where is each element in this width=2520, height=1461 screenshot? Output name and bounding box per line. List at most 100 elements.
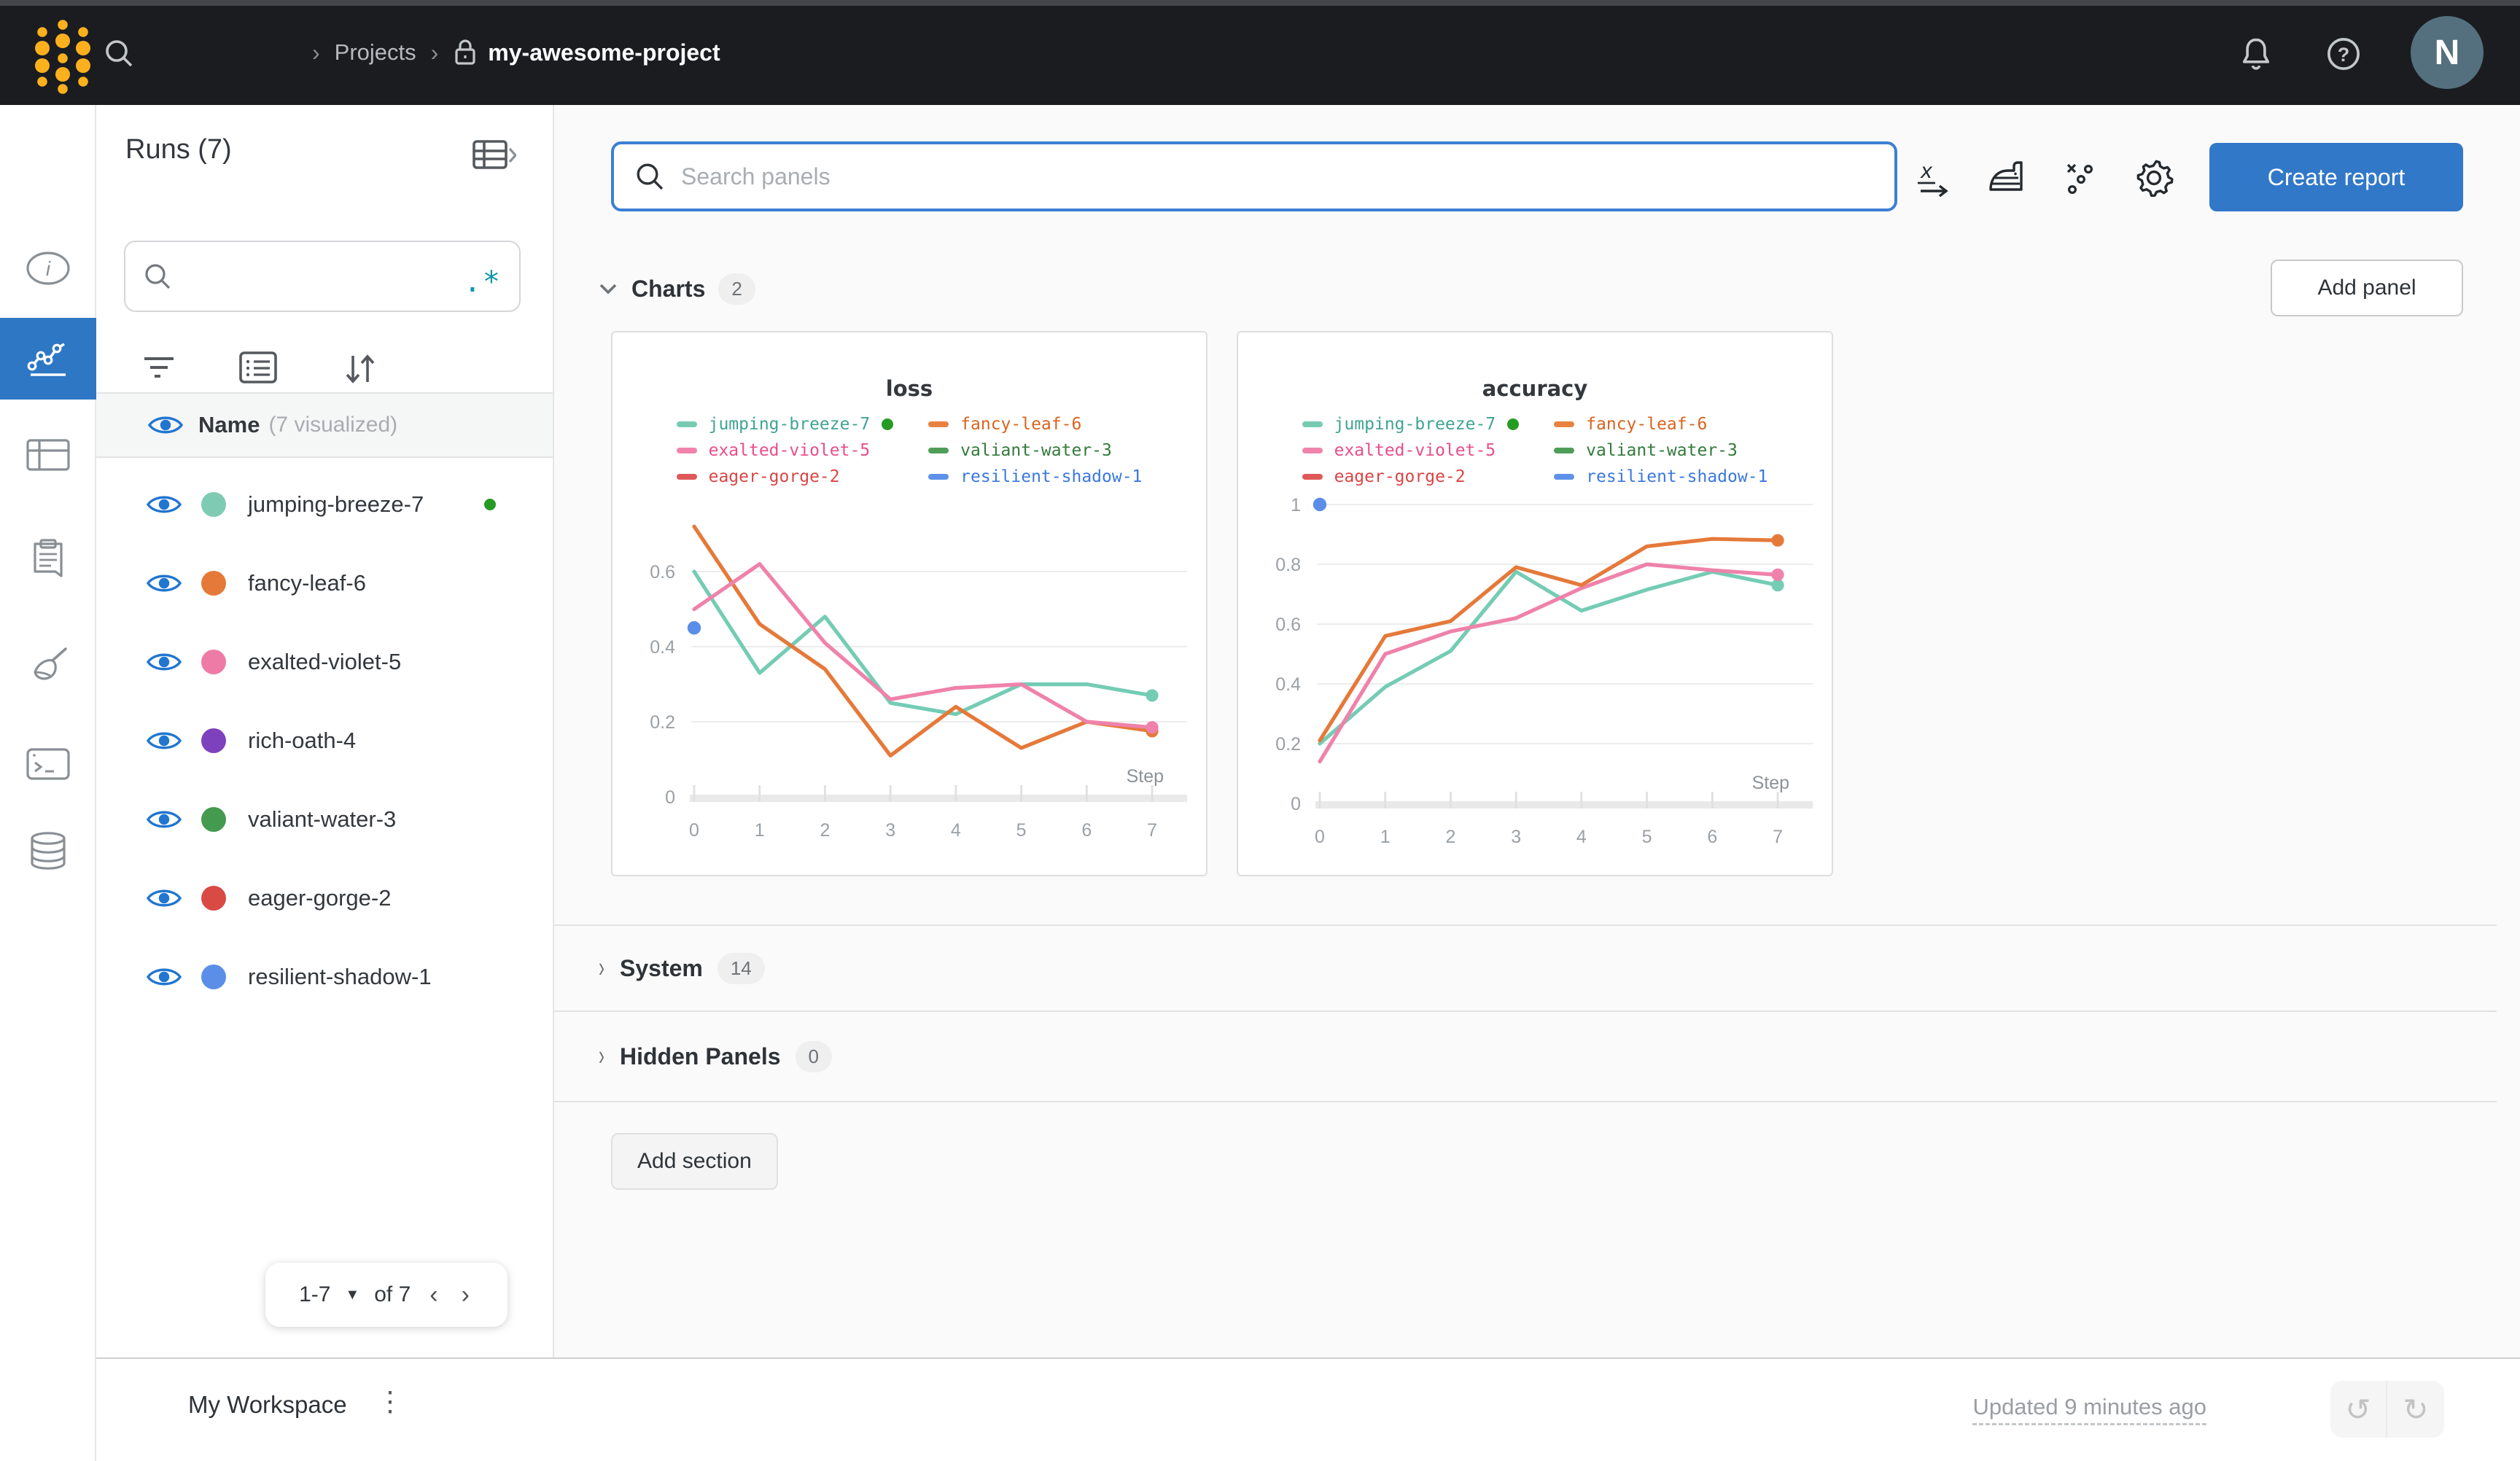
system-section-header[interactable]: › System 14 <box>554 924 2497 1012</box>
nav-runs-table-icon[interactable] <box>0 414 96 496</box>
pagination-range[interactable]: 1-7 <box>299 1282 331 1306</box>
visibility-eye-icon[interactable] <box>146 728 182 753</box>
svg-text:0.2: 0.2 <box>650 712 675 733</box>
updated-timestamp: Updated 9 minutes ago <box>1972 1394 2206 1425</box>
run-row[interactable]: jumping-breeze-7 <box>96 465 553 544</box>
legend-item: jumping-breeze-7 <box>676 411 894 437</box>
legend-label: valiant-water-3 <box>1586 441 1738 460</box>
visibility-all-eye-icon[interactable] <box>147 413 184 437</box>
breadcrumb-projects-link[interactable]: Projects <box>334 39 416 65</box>
run-row[interactable]: resilient-shadow-1 <box>96 938 553 1016</box>
nav-overview-info-icon[interactable]: i <box>0 227 96 309</box>
nav-logs-terminal-icon[interactable] <box>0 723 96 805</box>
line-chart-plot: 0 0.2 0.4 0.6 0 1 2 3 4 5 6 7 Step <box>650 524 1187 841</box>
visibility-eye-icon[interactable] <box>146 650 182 674</box>
panel-search-input[interactable] <box>681 163 1874 190</box>
run-row[interactable]: rich-oath-4 <box>96 701 553 780</box>
global-search-icon[interactable] <box>104 38 136 70</box>
regex-toggle-icon[interactable]: .* <box>463 265 502 299</box>
svg-text:1: 1 <box>755 820 765 841</box>
visibility-eye-icon[interactable] <box>146 807 182 832</box>
run-color-dot <box>201 650 226 674</box>
visibility-eye-icon[interactable] <box>146 886 182 911</box>
run-color-dot <box>201 965 226 989</box>
svg-text:4: 4 <box>951 820 961 841</box>
chevron-right-icon: › <box>599 951 604 983</box>
create-report-button[interactable]: Create report <box>2209 143 2463 211</box>
chevron-right-icon: › <box>599 1040 604 1072</box>
legend-item: jumping-breeze-7 <box>1302 411 1520 437</box>
legend-label: fancy-leaf-6 <box>1586 415 1708 434</box>
chart-panel-accuracy[interactable]: accuracy jumping-breeze-7 fancy-leaf-6 exa… <box>1237 331 1833 876</box>
pagination-next-icon[interactable]: › <box>461 1280 470 1309</box>
legend-item: valiant-water-3 <box>928 437 1142 464</box>
charts-section-label: Charts <box>631 275 706 302</box>
outliers-scatter-icon[interactable] <box>2052 149 2110 207</box>
pagination-prev-icon[interactable]: ‹ <box>429 1280 438 1309</box>
svg-text:7: 7 <box>1147 820 1157 841</box>
workspace-label[interactable]: My Workspace <box>188 1391 347 1418</box>
redo-button[interactable]: ↻ <box>2387 1381 2444 1438</box>
settings-gear-icon[interactable] <box>2125 149 2183 207</box>
add-section-button[interactable]: Add section <box>611 1133 778 1190</box>
pagination-caret-icon[interactable]: ▼ <box>345 1286 360 1303</box>
run-name: exalted-violet-5 <box>248 649 402 674</box>
nav-sweeps-broom-icon[interactable] <box>0 624 96 706</box>
run-row[interactable]: exalted-violet-5 <box>96 623 553 701</box>
nav-artifacts-database-icon[interactable] <box>0 811 96 892</box>
svg-text:2: 2 <box>820 820 830 841</box>
lock-icon <box>455 39 475 65</box>
nav-jobs-clipboard-icon[interactable] <box>0 519 96 601</box>
system-count-badge: 14 <box>717 952 765 984</box>
x-axis-settings-icon[interactable]: x <box>1905 149 1963 207</box>
run-row[interactable]: eager-gorge-2 <box>96 859 553 938</box>
visibility-eye-icon[interactable] <box>146 965 182 989</box>
bottom-bar: My Workspace ⋮ Updated 9 minutes ago ↺ ↻ <box>96 1357 2520 1461</box>
legend-item: valiant-water-3 <box>1554 437 1768 464</box>
svg-text:0: 0 <box>1315 827 1325 847</box>
notifications-bell-icon[interactable] <box>2237 35 2275 73</box>
wandb-logo-icon[interactable] <box>20 15 105 96</box>
svg-text:4: 4 <box>1576 827 1587 847</box>
svg-text:1: 1 <box>1380 827 1391 847</box>
run-active-indicator <box>484 499 496 510</box>
filter-funnel-icon[interactable] <box>141 350 176 385</box>
breadcrumb: › Projects › my-awesome-project <box>312 0 720 105</box>
run-row[interactable]: fancy-leaf-6 <box>96 544 553 623</box>
run-list-toolbar <box>96 350 553 397</box>
expand-runs-table-button[interactable] <box>472 137 516 175</box>
svg-text:5: 5 <box>1016 820 1027 841</box>
breadcrumb-project-current[interactable]: my-awesome-project <box>453 38 720 67</box>
svg-text:0.6: 0.6 <box>650 562 675 583</box>
run-row[interactable]: valiant-water-3 <box>96 780 553 859</box>
visibility-eye-icon[interactable] <box>146 492 182 517</box>
pagination: 1-7 ▼ of 7 ‹ › <box>265 1263 508 1327</box>
breadcrumb-chevron-icon: › <box>430 39 439 66</box>
legend-swatch <box>928 421 949 427</box>
run-name: valiant-water-3 <box>248 806 397 832</box>
charts-section-header[interactable]: Charts 2 <box>598 260 755 318</box>
avatar[interactable]: N <box>2411 16 2484 89</box>
chart-panel-loss[interactable]: loss jumping-breeze-7 fancy-leaf-6 exalted… <box>611 331 1208 876</box>
svg-text:x: x <box>1920 159 1933 183</box>
legend-swatch <box>1302 421 1323 427</box>
svg-text:0: 0 <box>665 787 675 808</box>
hidden-panels-section-header[interactable]: › Hidden Panels 0 <box>554 1012 2497 1102</box>
svg-text:0.4: 0.4 <box>1275 674 1301 695</box>
panel-search-box <box>611 141 1897 211</box>
visibility-eye-icon[interactable] <box>146 571 182 596</box>
run-color-dot <box>201 728 226 753</box>
search-icon <box>637 163 664 190</box>
sort-icon[interactable] <box>341 350 379 388</box>
svg-text:0: 0 <box>1291 794 1301 814</box>
legend-swatch <box>928 448 949 453</box>
nav-workspace-charts-icon[interactable] <box>0 318 96 400</box>
undo-button[interactable]: ↺ <box>2330 1381 2387 1438</box>
workspace-menu-kebab-icon[interactable]: ⋮ <box>376 1387 404 1417</box>
add-panel-button[interactable]: Add panel <box>2271 260 2463 316</box>
run-search-input[interactable] <box>185 264 451 289</box>
help-icon[interactable]: ? <box>2325 35 2362 73</box>
smoothing-iron-icon[interactable] <box>1978 149 2036 207</box>
group-list-icon[interactable] <box>239 350 277 385</box>
